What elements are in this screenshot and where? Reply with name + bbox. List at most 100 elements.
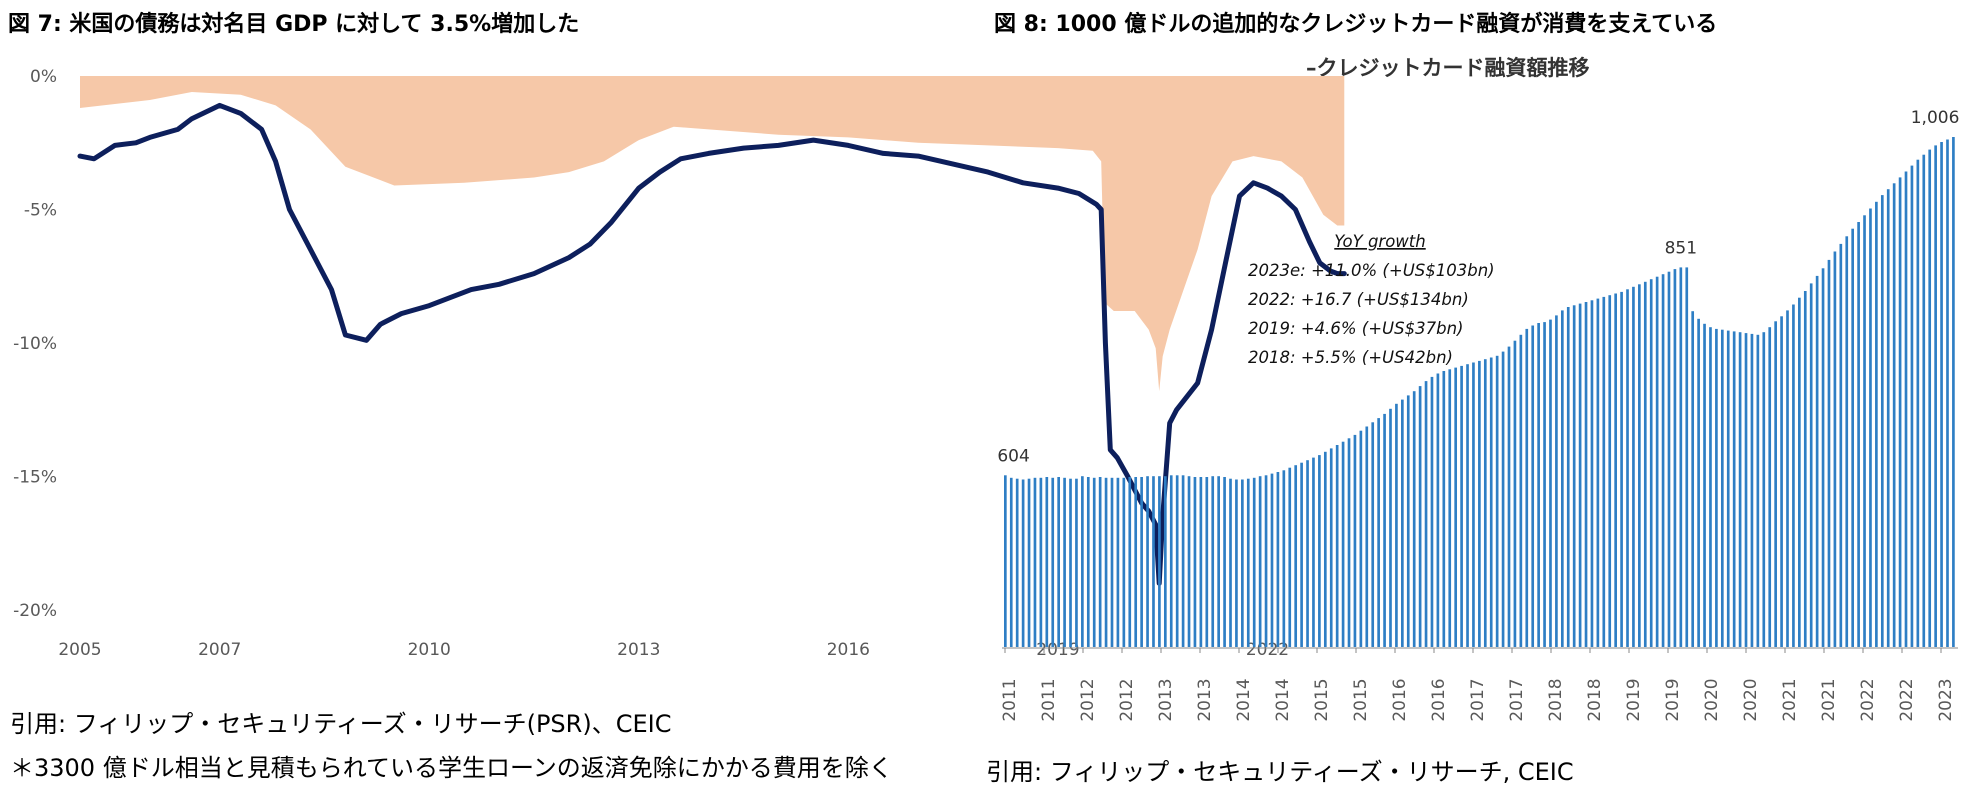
right-bar bbox=[1709, 327, 1712, 647]
right-x-tick-label: 2015 bbox=[1312, 678, 1332, 721]
left-chart-title: 図 7: 米国の債務は対名目 GDP に対して 3.5%増加した bbox=[8, 12, 580, 37]
right-bar bbox=[1383, 413, 1386, 647]
right-bar bbox=[1578, 303, 1582, 647]
left-source-text: 引用: フィリップ・セキュリティーズ・リサーチ(PSR)、CEIC bbox=[10, 710, 672, 738]
right-bar bbox=[1679, 267, 1683, 647]
right-bar bbox=[1875, 201, 1878, 648]
right-bar bbox=[1519, 334, 1523, 647]
right-bar bbox=[1880, 195, 1884, 647]
right-bar bbox=[1803, 291, 1807, 647]
right-bar bbox=[1744, 333, 1748, 647]
right-bar bbox=[1217, 476, 1220, 647]
right-bar bbox=[1033, 477, 1037, 647]
right-bar bbox=[1312, 457, 1315, 647]
right-bar bbox=[1395, 403, 1398, 647]
right-x-tick-label: 2014 bbox=[1234, 678, 1254, 721]
right-bar bbox=[1057, 477, 1060, 647]
right-bar bbox=[1205, 477, 1209, 647]
right-bar bbox=[1833, 251, 1837, 647]
right-x-tick-label: 2017 bbox=[1468, 678, 1488, 721]
right-bar bbox=[1857, 222, 1860, 647]
right-bar bbox=[1898, 177, 1902, 647]
right-bar bbox=[1839, 243, 1843, 647]
right-bar bbox=[1436, 373, 1440, 647]
right-bar bbox=[1300, 462, 1303, 647]
right-bar bbox=[1555, 315, 1558, 647]
right-bar bbox=[1264, 475, 1268, 647]
right-bar bbox=[1092, 477, 1096, 647]
right-bar bbox=[1738, 332, 1742, 647]
right-bar bbox=[1952, 137, 1955, 647]
right-bar bbox=[1845, 236, 1849, 648]
right-bar bbox=[1401, 399, 1404, 647]
right-bar bbox=[1608, 295, 1612, 647]
right-bar bbox=[1495, 355, 1499, 647]
right-bar bbox=[1134, 477, 1138, 647]
right-x-tick-label: 2019 bbox=[1663, 678, 1683, 721]
right-source-text: 引用: フィリップ・セキュリティーズ・リサーチ, CEIC bbox=[986, 758, 1574, 786]
right-bar bbox=[1478, 360, 1481, 647]
right-bar bbox=[1922, 154, 1926, 647]
right-bar bbox=[1910, 165, 1914, 647]
right-bar bbox=[1507, 346, 1511, 647]
left-y-tick-label: 0% bbox=[30, 67, 57, 87]
right-x-tick-label: 2018 bbox=[1585, 678, 1605, 721]
right-bar bbox=[1750, 333, 1754, 647]
right-bar bbox=[1626, 289, 1629, 647]
right-bar bbox=[1596, 298, 1600, 647]
left-y-tick-label: -5% bbox=[24, 201, 57, 221]
right-bar bbox=[1537, 323, 1540, 647]
right-x-tick-label: 2023 bbox=[1936, 678, 1956, 721]
right-bar bbox=[1009, 477, 1013, 647]
right-bar bbox=[1673, 269, 1677, 647]
right-bar bbox=[1104, 477, 1108, 647]
left-x-tick-label: 2005 bbox=[58, 640, 101, 660]
right-bar bbox=[1513, 340, 1517, 647]
right-bar bbox=[1774, 321, 1777, 647]
yoy-growth-title: YoY growth bbox=[1334, 232, 1425, 251]
left-y-tick-label: -10% bbox=[13, 334, 57, 354]
right-bar bbox=[1851, 228, 1855, 647]
right-bar bbox=[1081, 476, 1084, 647]
right-bar bbox=[1306, 460, 1309, 647]
right-bar bbox=[1768, 327, 1772, 647]
right-bar bbox=[1525, 328, 1529, 647]
right-bar bbox=[1086, 477, 1090, 647]
right-bar bbox=[1288, 467, 1292, 647]
right-bar bbox=[1916, 159, 1920, 647]
right-x-tick-label: 2013 bbox=[1195, 678, 1215, 721]
right-bar bbox=[1442, 371, 1446, 647]
right-bar bbox=[1827, 259, 1831, 647]
right-bar bbox=[1726, 330, 1730, 647]
right-bar bbox=[1549, 319, 1552, 647]
right-x-tick-label: 2021 bbox=[1819, 678, 1839, 721]
right-bar bbox=[1661, 274, 1665, 647]
right-bar bbox=[1821, 268, 1825, 647]
right-bar bbox=[1323, 451, 1327, 647]
right-bar bbox=[1614, 293, 1617, 647]
right-bar bbox=[1412, 391, 1416, 647]
right-bar bbox=[1863, 215, 1866, 648]
right-bar bbox=[1483, 359, 1487, 647]
right-bar bbox=[1460, 365, 1463, 647]
right-x-tick-label: 2017 bbox=[1507, 678, 1527, 721]
right-bar bbox=[1531, 325, 1535, 647]
yoy-growth-line: 2019: +4.6% (+US$37bn) bbox=[1248, 319, 1463, 338]
left-footnote-text: ＊3300 億ドル相当と見積もられている学生ローンの返済免除にかかる費用を除く bbox=[10, 754, 893, 782]
right-bar bbox=[1116, 477, 1120, 647]
right-x-tick-label: 2015 bbox=[1351, 678, 1371, 721]
left-x-tick-label: 2010 bbox=[408, 640, 451, 660]
right-bar bbox=[1039, 477, 1043, 647]
right-bar bbox=[1590, 300, 1594, 647]
right-bar bbox=[1934, 145, 1937, 647]
left-y-tick-label: -15% bbox=[13, 468, 57, 488]
right-bar bbox=[1466, 364, 1469, 647]
right-bar bbox=[1122, 477, 1126, 647]
right-x-tick-label: 2011 bbox=[1000, 678, 1020, 721]
right-bar bbox=[1329, 448, 1333, 647]
right-bar bbox=[1703, 323, 1706, 647]
right-bar bbox=[1051, 477, 1055, 647]
right-x-tick-label: 2022 bbox=[1897, 678, 1917, 721]
right-bar bbox=[1697, 318, 1700, 647]
right-bar bbox=[1584, 302, 1588, 647]
